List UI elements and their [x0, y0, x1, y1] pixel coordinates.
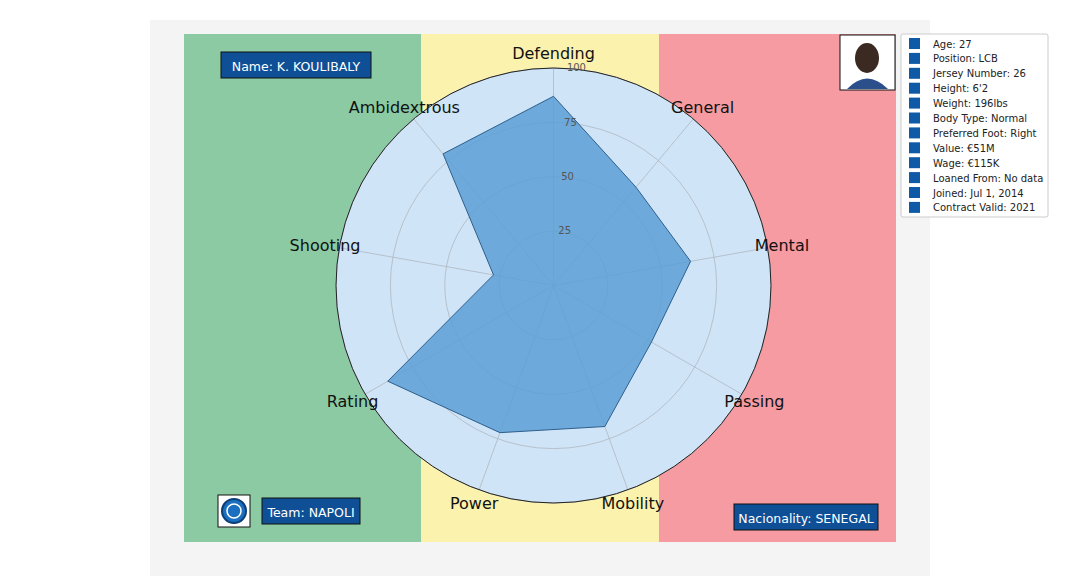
category-label: Mental	[755, 236, 809, 255]
polar-frame	[336, 68, 771, 503]
tick-label: 50	[561, 171, 574, 182]
category-label: General	[671, 98, 734, 117]
grid-ring	[336, 68, 771, 503]
tick-label: 100	[567, 62, 586, 73]
info-entry: Weight: 196lbs	[933, 98, 1008, 109]
photo-shoulders	[847, 79, 888, 90]
nationality-box	[734, 504, 878, 530]
info-marker	[909, 68, 920, 79]
info-marker	[909, 53, 920, 64]
info-marker	[909, 38, 920, 49]
info-marker	[909, 83, 920, 94]
category-label: Passing	[724, 392, 784, 411]
tick-label: 25	[558, 225, 571, 236]
polar-background	[336, 68, 771, 503]
info-marker	[909, 127, 920, 138]
team-name-box	[262, 498, 360, 524]
category-label: Power	[450, 494, 499, 513]
info-entry: Position: LCB	[933, 53, 998, 64]
info-marker	[909, 157, 920, 168]
info-marker	[909, 142, 920, 153]
info-entry: Height: 6'2	[933, 83, 988, 94]
team-name: Team: NAPOLI	[266, 505, 354, 520]
category-label: Defending	[512, 44, 595, 63]
info-entry: Body Type: Normal	[933, 113, 1027, 124]
backdrop	[150, 20, 930, 576]
info-marker	[909, 113, 920, 124]
category-label: Rating	[327, 392, 379, 411]
player-name-box	[221, 52, 371, 78]
category-label: Ambidextrous	[349, 98, 460, 117]
photo-head	[855, 43, 879, 73]
info-marker	[909, 98, 920, 109]
info-marker	[909, 202, 920, 213]
team-logo-frame	[218, 495, 250, 527]
nationality: Nacionality: SENEGAL	[738, 511, 873, 526]
info-entry: Value: €51M	[933, 143, 995, 154]
player-name: Name: K. KOULIBALY	[232, 59, 361, 74]
info-entry: Wage: €115K	[933, 158, 1000, 169]
info-entry: Joined: Jul 1, 2014	[932, 188, 1024, 199]
radar-area	[388, 96, 691, 432]
photo-frame	[840, 35, 895, 90]
team-logo-ring	[227, 504, 241, 518]
info-entry: Jersey Number: 26	[932, 68, 1026, 79]
team-logo	[222, 499, 246, 523]
category-label: Shooting	[290, 236, 361, 255]
info-entry: Age: 27	[933, 39, 972, 50]
info-entry: Contract Valid: 2021	[933, 202, 1035, 213]
info-marker	[909, 187, 920, 198]
plot-area	[388, 96, 691, 432]
tick-label: 75	[564, 117, 577, 128]
category-label: Mobility	[601, 494, 664, 513]
info-marker	[909, 172, 920, 183]
info-entry: Preferred Foot: Right	[933, 128, 1037, 139]
info-entry: Loaned From: No data	[933, 173, 1043, 184]
info-legend	[901, 34, 1048, 217]
